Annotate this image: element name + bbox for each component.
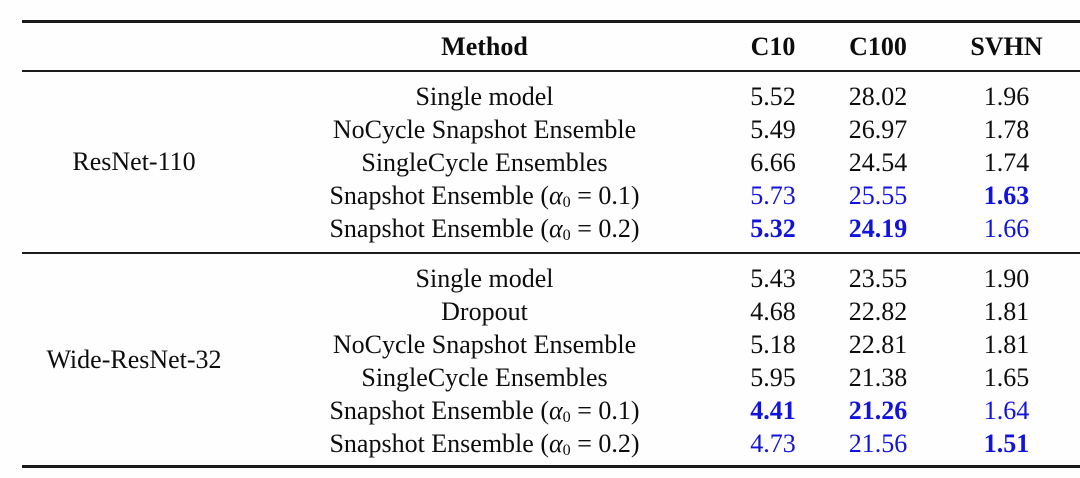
metric-cell: 21.26 (848, 395, 908, 425)
metric-cell: 1.65 (983, 362, 1030, 392)
metric-cell: 5.73 (750, 180, 796, 210)
table-row: Snapshot Ensemble (α0 = 0.2) 4.73 21.56 1.5… (22, 427, 1080, 460)
metric-cell: 1.74 (983, 147, 1030, 177)
metric-cell: 4.68 (750, 296, 796, 326)
metric-cell: 4.73 (750, 428, 796, 458)
metric-cell: 24.54 (848, 147, 908, 177)
metric-cell: 5.52 (750, 81, 796, 111)
method-cell: Snapshot Ensemble (α0 = 0.1) (329, 395, 640, 427)
method-cell: Snapshot Ensemble (α0 = 0.2) (329, 213, 640, 245)
method-cell: SingleCycle Ensembles (361, 147, 608, 177)
group-model-label: ResNet-110 (72, 147, 196, 176)
method-cell: Dropout (441, 296, 528, 326)
metric-cell: 1.66 (983, 213, 1030, 243)
table-row: Single model 5.43 23.55 1.90 (22, 262, 1080, 295)
metric-cell: 1.63 (983, 180, 1030, 210)
metric-cell: 24.19 (848, 213, 908, 243)
metric-cell: 1.96 (983, 81, 1030, 111)
table-group: ResNet-110 Single model 5.52 28.02 1.96 NoCyc… (22, 72, 1080, 252)
metric-cell: 21.38 (848, 362, 908, 392)
table-row: SingleCycle Ensembles 6.66 24.54 1.74 (22, 146, 1080, 179)
metric-cell: 5.18 (750, 329, 796, 359)
table-row: Single model 5.52 28.02 1.96 (22, 80, 1080, 113)
metric-cell: 4.41 (750, 395, 796, 425)
metric-cell: 22.81 (848, 329, 908, 359)
method-cell: Snapshot Ensemble (α0 = 0.2) (329, 428, 640, 460)
metric-cell: 1.51 (983, 428, 1030, 458)
table-row: SingleCycle Ensembles 5.95 21.38 1.65 (22, 361, 1080, 394)
table-row: Snapshot Ensemble (α0 = 0.1) 4.41 21.26 1.6… (22, 394, 1080, 427)
table-row: Snapshot Ensemble (α0 = 0.2) 5.32 24.19 1.6… (22, 212, 1080, 245)
header-bottom-rule (22, 70, 1080, 72)
table-row: NoCycle Snapshot Ensemble 5.49 26.97 1.78 (22, 113, 1080, 146)
metric-cell: 1.81 (983, 329, 1030, 359)
header-svhn: SVHN (970, 31, 1043, 61)
metric-cell: 1.64 (983, 395, 1030, 425)
metric-cell: 25.55 (848, 180, 908, 210)
metric-cell: 26.97 (848, 114, 908, 144)
table-bottom-rule (22, 465, 1080, 468)
group-separator-rule (22, 252, 1080, 254)
metric-cell: 22.82 (848, 296, 908, 326)
header-method: Method (441, 31, 528, 61)
table-group: Wide-ResNet-32 Single model 5.43 23.55 1.90 D… (22, 254, 1080, 465)
header-c10: C10 (750, 31, 796, 61)
metric-cell: 21.56 (848, 428, 908, 458)
table-top-rule (22, 20, 1080, 23)
table-header-row: Method C10 C100 SVHN (22, 23, 1080, 70)
header-c100: C100 (849, 31, 907, 61)
metric-cell: 5.95 (750, 362, 796, 392)
table-row: Snapshot Ensemble (α0 = 0.1) 5.73 25.55 1.6… (22, 179, 1080, 212)
table-row: NoCycle Snapshot Ensemble 5.18 22.81 1.81 (22, 328, 1080, 361)
group-model-label: Wide-ResNet-32 (46, 344, 222, 374)
metric-cell: 1.90 (983, 263, 1030, 293)
method-cell: SingleCycle Ensembles (361, 362, 608, 392)
table-body: ResNet-110 Single model 5.52 28.02 1.96 NoCyc… (22, 72, 1080, 465)
results-table: Method C10 C100 SVHN ResNet-110 Single mo… (22, 20, 1080, 468)
metric-cell: 1.81 (983, 296, 1030, 326)
metric-cell: 23.55 (848, 263, 908, 293)
method-cell: Single model (415, 263, 554, 293)
metric-cell: 28.02 (848, 81, 908, 111)
metric-cell: 6.66 (750, 147, 796, 177)
metric-cell: 1.78 (983, 114, 1030, 144)
metric-cell: 5.49 (750, 114, 796, 144)
method-cell: NoCycle Snapshot Ensemble (332, 114, 637, 144)
metric-cell: 5.43 (750, 263, 796, 293)
method-cell: Single model (415, 81, 554, 111)
method-cell: NoCycle Snapshot Ensemble (332, 329, 637, 359)
table-row: Dropout 4.68 22.82 1.81 (22, 295, 1080, 328)
method-cell: Snapshot Ensemble (α0 = 0.1) (329, 180, 640, 212)
metric-cell: 5.32 (750, 213, 796, 243)
